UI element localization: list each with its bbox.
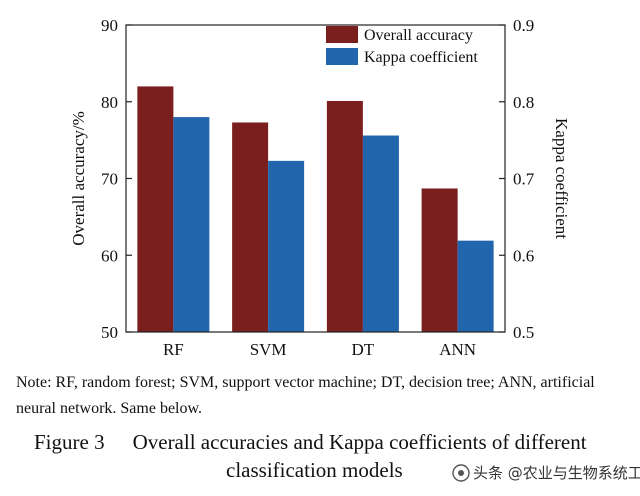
y-tick-label: 50: [101, 323, 118, 342]
bar-kappa-ann: [457, 240, 494, 332]
bar-kappa-rf: [173, 117, 210, 332]
y-tick-label: 70: [101, 170, 118, 189]
y2-tick-label: 0.5: [513, 323, 534, 342]
x-tick-label-svm: SVM: [250, 340, 287, 359]
y2-axis-label: Kappa coefficient: [552, 118, 571, 239]
bar-overall-accuracy-ann: [421, 188, 458, 332]
bar-kappa-svm: [268, 160, 305, 332]
y-tick-label: 60: [101, 246, 118, 265]
legend-swatch-overall-accuracy: [326, 26, 358, 43]
bar-kappa-dt: [362, 135, 399, 332]
figure-label: Figure 3: [34, 430, 105, 454]
toutiao-logo-icon: [452, 463, 470, 482]
y2-tick-label: 0.6: [513, 246, 534, 265]
y2-tick-label: 0.9: [513, 16, 534, 35]
x-tick-label-ann: ANN: [439, 340, 476, 359]
x-tick-label-rf: RF: [163, 340, 184, 359]
y-axis-label: Overall accuracy/%: [69, 111, 88, 246]
legend-label-kappa: Kappa coefficient: [364, 49, 478, 66]
bar-overall-accuracy-dt: [326, 100, 363, 332]
bar-overall-accuracy-rf: [137, 86, 174, 333]
figure-title-part1: Overall accuracies and Kappa coefficient…: [132, 430, 587, 454]
figure-caption-line1: Figure 3 Overall accuracies and Kappa coe…: [34, 430, 587, 455]
figure-caption-line2: classification models: [226, 458, 403, 482]
y-tick-label: 80: [101, 93, 118, 112]
watermark-text: 头条 @农业与生物系统工程: [473, 464, 640, 482]
x-tick-label-dt: DT: [352, 340, 375, 359]
y2-tick-label: 0.8: [513, 93, 534, 112]
legend-label-overall-accuracy: Overall accuracy: [364, 27, 473, 44]
bar-overall-accuracy-svm: [232, 122, 269, 332]
watermark: 头条 @农业与生物系统工程: [452, 462, 640, 483]
y-tick-label: 90: [101, 16, 118, 35]
figure-note: Note: RF, random forest; SVM, support ve…: [16, 374, 595, 417]
bar-chart: RF SVM DT ANN 50 60 70 80 90 0.5 0.6 0.7 0.8 0.9 Overa…: [69, 16, 571, 359]
legend-swatch-kappa: [326, 48, 358, 65]
y2-tick-label: 0.7: [513, 170, 535, 189]
